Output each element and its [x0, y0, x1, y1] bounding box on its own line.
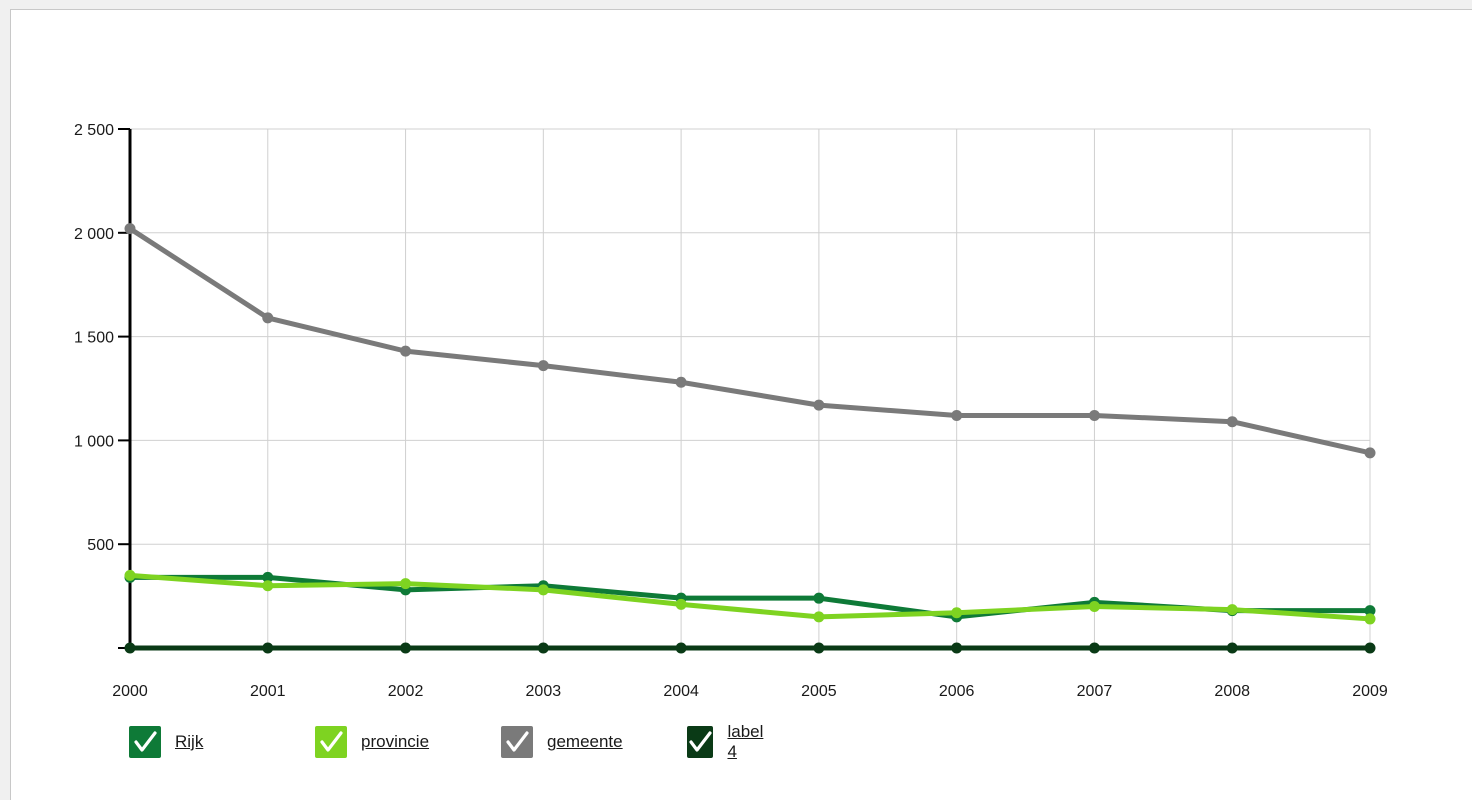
data-point[interactable] — [400, 642, 412, 654]
x-tick-label: 2005 — [801, 683, 837, 700]
y-tick-label: 500 — [87, 537, 114, 554]
data-point[interactable] — [813, 642, 825, 654]
data-point[interactable] — [813, 399, 825, 411]
data-point[interactable] — [1088, 600, 1100, 612]
x-tick-label: 2001 — [250, 683, 286, 700]
data-point[interactable] — [1364, 605, 1376, 617]
data-point[interactable] — [537, 360, 549, 372]
legend-checkbox[interactable] — [501, 726, 533, 758]
legend-checkbox[interactable] — [129, 726, 161, 758]
data-point[interactable] — [675, 598, 687, 610]
data-point[interactable] — [1088, 642, 1100, 654]
series-rijk — [124, 571, 1376, 623]
checkmark-icon — [506, 731, 529, 752]
data-point[interactable] — [400, 345, 412, 357]
data-point[interactable] — [400, 578, 412, 590]
data-point[interactable] — [1226, 642, 1238, 654]
data-point[interactable] — [951, 607, 963, 619]
chart-panel — [10, 9, 1472, 800]
data-point[interactable] — [1364, 642, 1376, 654]
legend-label[interactable]: label 4 — [727, 722, 764, 761]
data-point[interactable] — [537, 584, 549, 596]
x-tick-label: 2008 — [1214, 683, 1250, 700]
series-line — [127, 572, 1373, 622]
data-point[interactable] — [675, 376, 687, 388]
x-tick-label: 2002 — [388, 683, 424, 700]
data-point[interactable] — [262, 312, 274, 324]
y-tick-label: 2 500 — [74, 122, 114, 139]
series-provincie — [124, 569, 1376, 625]
data-point[interactable] — [1088, 409, 1100, 421]
series-gemeente — [124, 223, 1376, 459]
legend-checkbox[interactable] — [315, 726, 347, 758]
legend-item-rijk[interactable]: Rijk — [129, 726, 203, 758]
data-point[interactable] — [262, 642, 274, 654]
legend-label[interactable]: gemeente — [547, 732, 623, 751]
series-label-4 — [124, 642, 1376, 654]
data-point[interactable] — [813, 611, 825, 623]
legend-item-provincie[interactable]: provincie — [315, 726, 429, 758]
data-point[interactable] — [262, 580, 274, 592]
data-point[interactable] — [124, 569, 136, 581]
series-layer — [124, 223, 1376, 654]
data-point[interactable] — [675, 642, 687, 654]
data-point[interactable] — [262, 571, 274, 583]
checkmark-icon — [134, 731, 157, 752]
data-point[interactable] — [1226, 416, 1238, 428]
data-point[interactable] — [124, 223, 136, 235]
data-point[interactable] — [1364, 447, 1376, 459]
axes — [118, 128, 132, 649]
legend-item-gemeente[interactable]: gemeente — [501, 726, 623, 758]
y-tick-label: 1 500 — [74, 330, 114, 347]
checkmark-icon — [320, 731, 343, 752]
data-point[interactable] — [124, 642, 136, 654]
x-tick-label: 2009 — [1352, 683, 1388, 700]
legend-item-label-4[interactable]: label 4 — [687, 722, 769, 761]
x-tick-label: 2007 — [1077, 683, 1113, 700]
data-point[interactable] — [951, 642, 963, 654]
x-tick-label: 2006 — [939, 683, 975, 700]
series-line — [127, 226, 1373, 456]
grid — [129, 128, 1371, 648]
data-point[interactable] — [813, 592, 825, 604]
x-tick-label: 2003 — [526, 683, 562, 700]
data-point[interactable] — [951, 409, 963, 421]
legend-label[interactable]: Rijk — [175, 732, 204, 751]
checkmark-icon — [689, 731, 712, 752]
x-tick-label: 2000 — [112, 683, 148, 700]
y-tick-label: 2 000 — [74, 226, 114, 243]
data-point[interactable] — [537, 642, 549, 654]
data-point[interactable] — [1364, 613, 1376, 625]
legend-checkbox[interactable] — [687, 726, 714, 758]
tick-labels: 500 1 000 1 500 2 000 2 500 2000 2001 2002 2003 2… — [74, 122, 1388, 700]
data-point[interactable] — [1226, 604, 1238, 616]
x-tick-label: 2004 — [663, 683, 699, 700]
legend-label[interactable]: provincie — [361, 732, 430, 751]
y-tick-label: 1 000 — [74, 433, 114, 450]
